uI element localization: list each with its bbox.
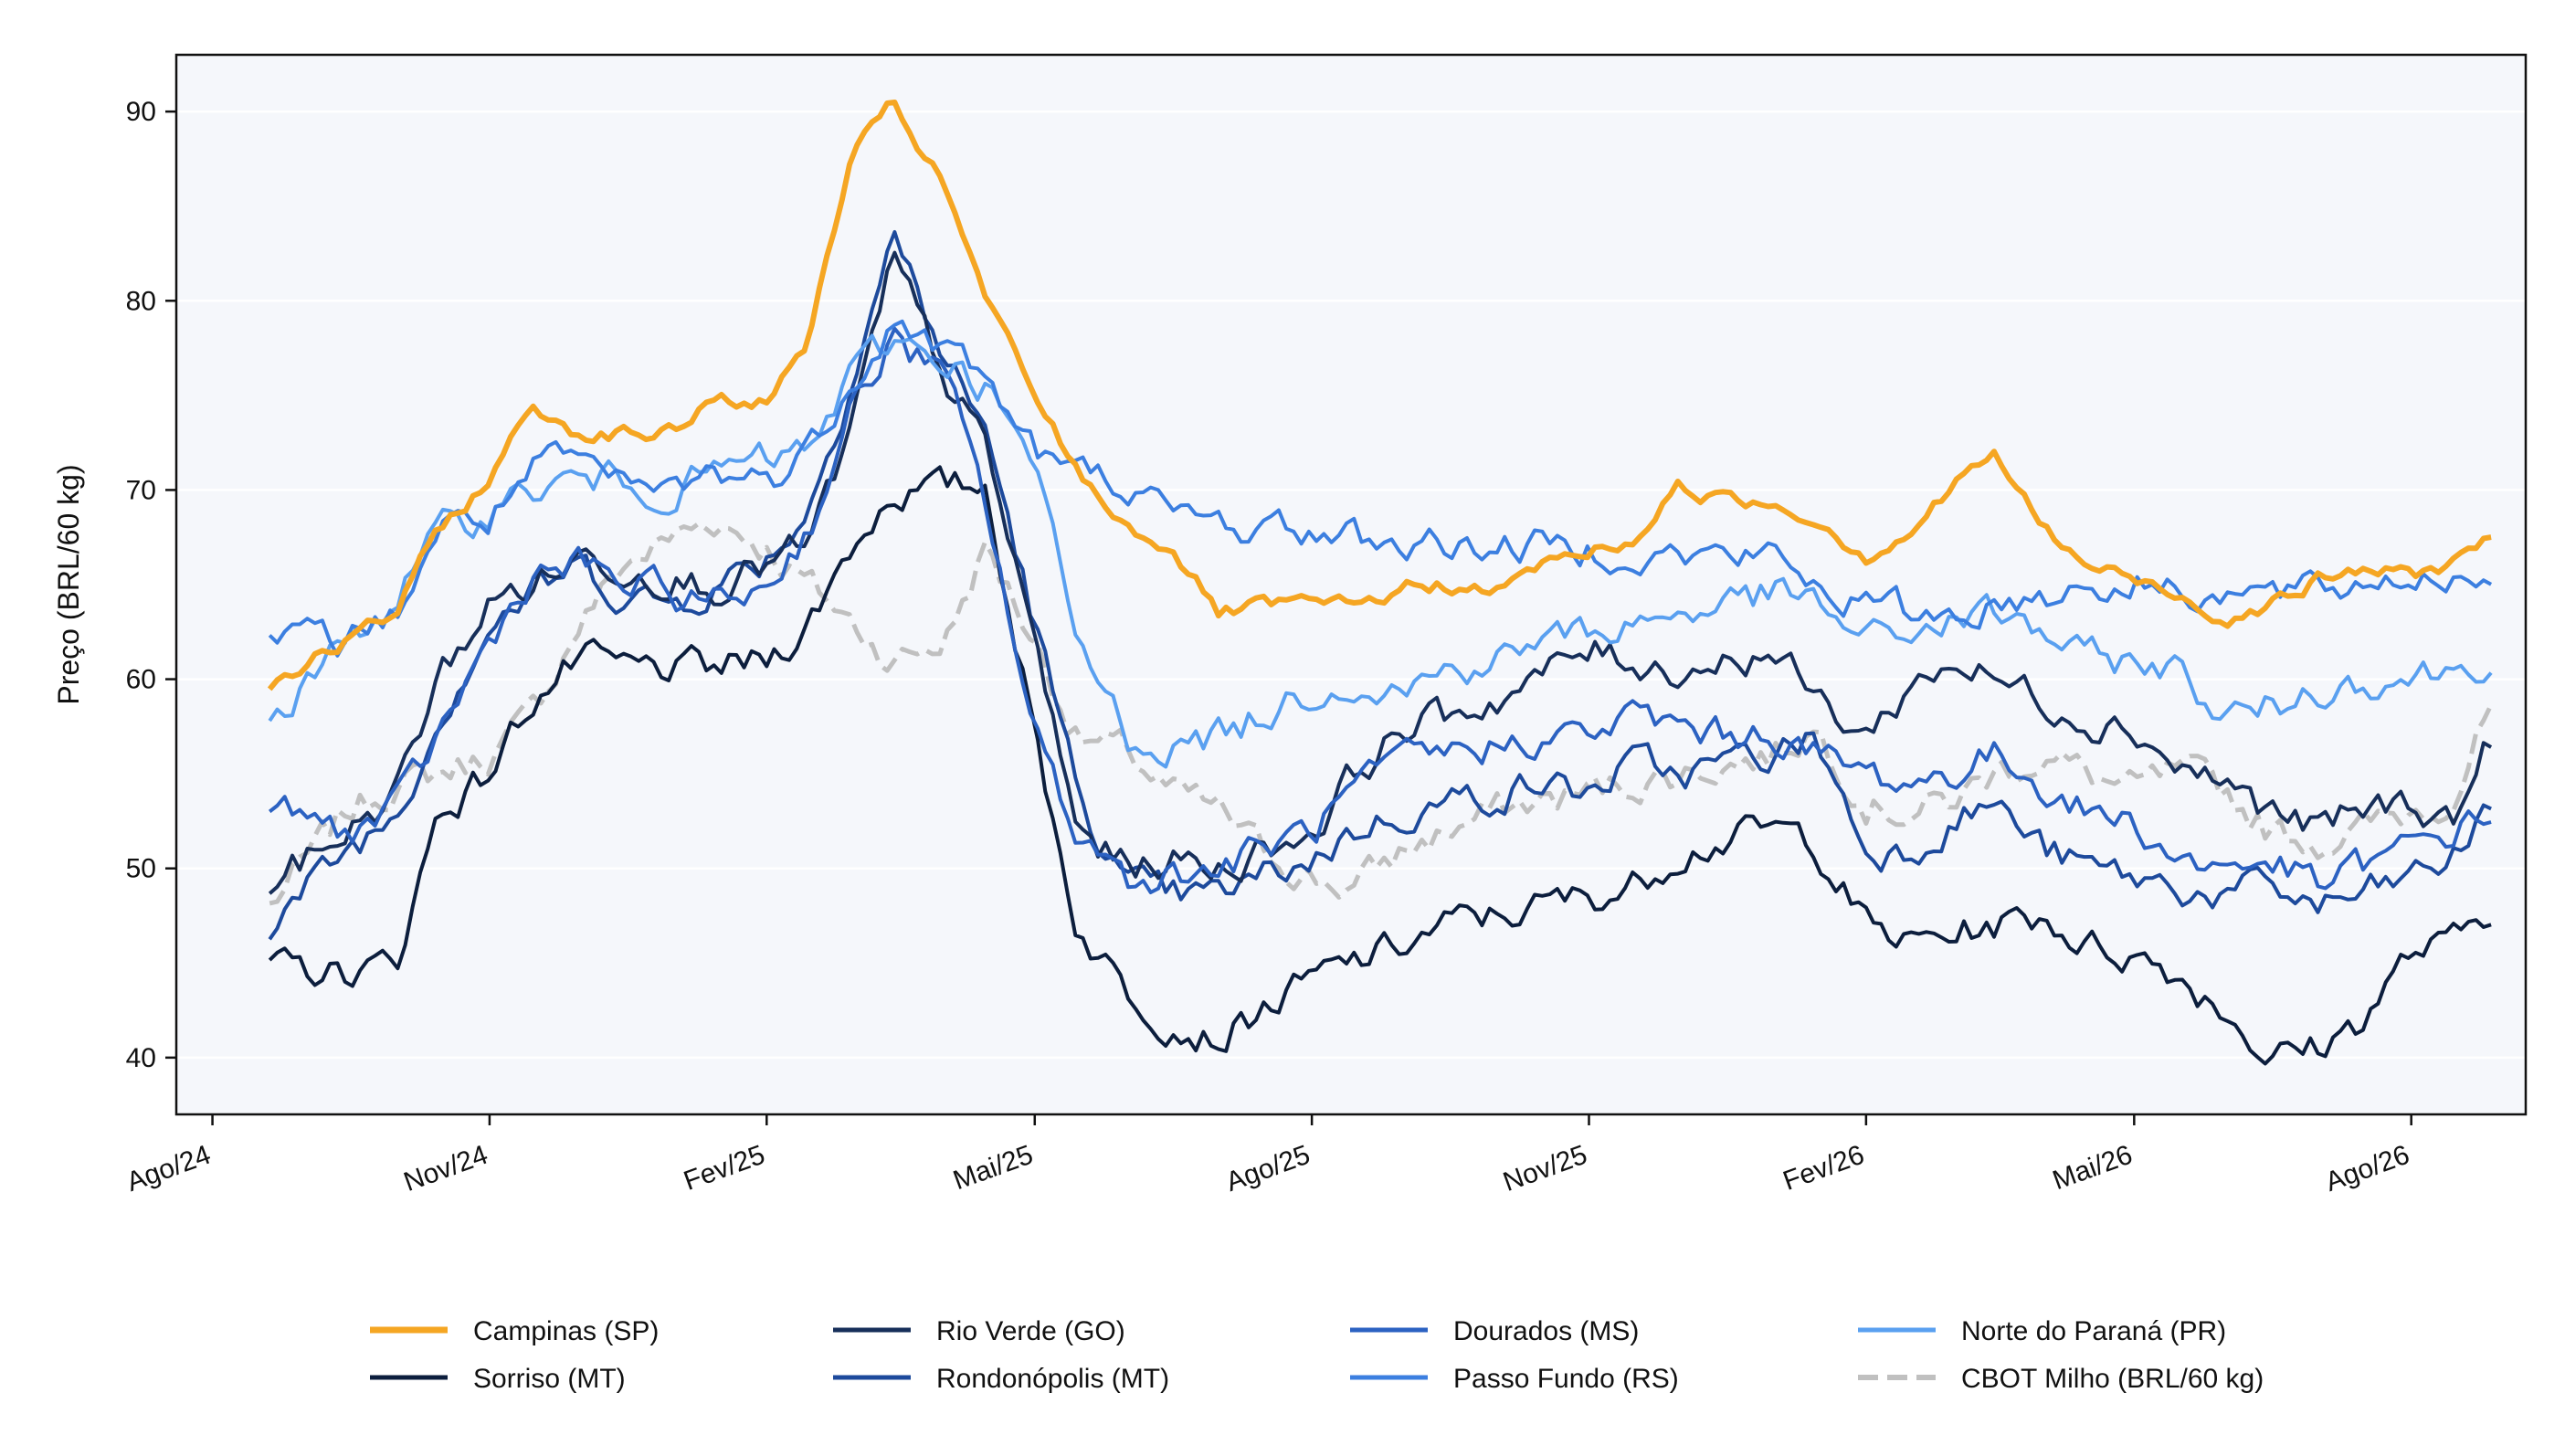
series-line	[268, 333, 2493, 769]
series-lines	[267, 100, 2494, 1066]
y-tick-label: 90	[126, 97, 156, 127]
legend-label: Rio Verde (GO)	[936, 1316, 1125, 1346]
y-tick-label: 60	[126, 665, 156, 695]
legend-label: Campinas (SP)	[473, 1316, 659, 1346]
legend-label: CBOT Milho (BRL/60 kg)	[1961, 1364, 2264, 1394]
series-line	[269, 521, 2494, 906]
gridlines	[176, 110, 2526, 1060]
legend-label: Passo Fundo (RS)	[1453, 1364, 1679, 1394]
legend-label: Rondonópolis (MT)	[936, 1364, 1169, 1394]
series-line	[268, 230, 2492, 941]
plot-frame	[174, 53, 2528, 1116]
x-tick-label: Ago/26	[2321, 1140, 2413, 1198]
x-axis-ticks: Ago/24 Nov/24 Fev/25 Mai/25 Ago/25 Nov/25 Fev/…	[122, 1114, 2413, 1198]
series-line	[268, 319, 2493, 658]
y-tick-label: 50	[126, 854, 156, 884]
legend: Campinas (SP) Sorriso (MT) Rio Verde (GO) R…	[370, 1316, 2264, 1394]
x-tick-label: Mai/26	[2049, 1140, 2137, 1197]
x-tick-label: Ago/24	[122, 1140, 215, 1198]
x-tick-label: Nov/24	[400, 1140, 492, 1198]
legend-label: Dourados (MS)	[1453, 1316, 1639, 1346]
series-line	[268, 326, 2492, 894]
legend-label: Sorriso (MT)	[473, 1364, 626, 1394]
series-line	[267, 100, 2492, 691]
x-tick-label: Ago/25	[1222, 1140, 1314, 1198]
x-tick-label: Fev/25	[680, 1140, 768, 1197]
y-axis-ticks: 40 50 60 70 80 90	[126, 97, 176, 1073]
legend-label: Norte do Paraná (PR)	[1961, 1316, 2226, 1346]
x-tick-label: Mai/25	[949, 1140, 1037, 1197]
y-tick-label: 70	[126, 475, 156, 505]
y-axis-title: Preço (BRL/60 kg)	[52, 464, 85, 704]
y-tick-label: 40	[126, 1043, 156, 1073]
x-tick-label: Fev/26	[1779, 1140, 1868, 1197]
x-tick-label: Nov/25	[1499, 1140, 1591, 1198]
series-line	[268, 465, 2492, 1066]
y-tick-label: 80	[126, 286, 156, 316]
